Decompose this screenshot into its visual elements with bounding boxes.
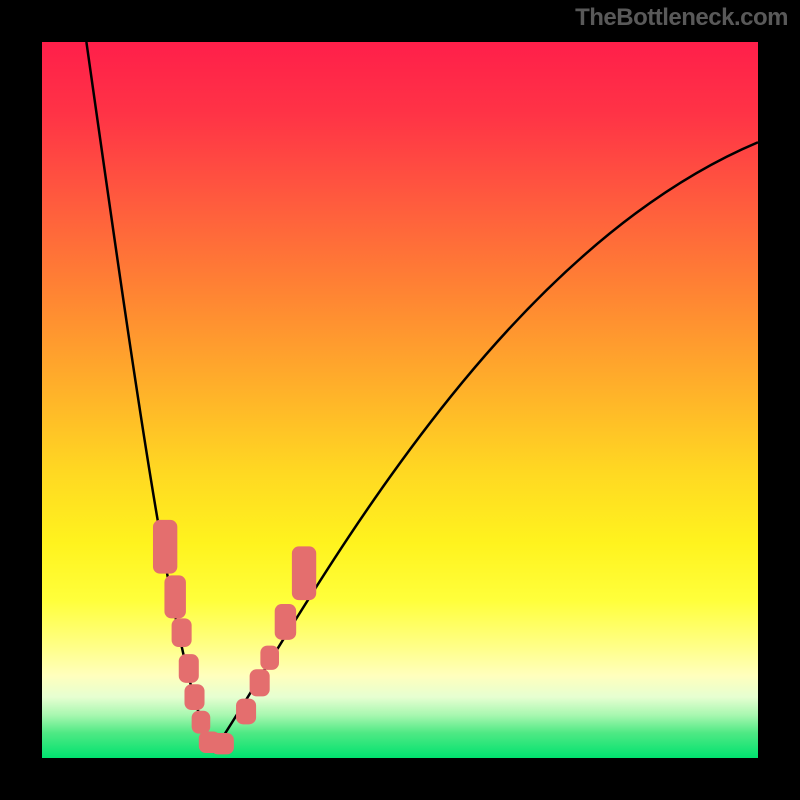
curve-marker	[179, 654, 199, 683]
curve-marker	[172, 618, 192, 647]
curve-marker	[292, 546, 316, 600]
curve-marker	[153, 520, 177, 574]
curve-marker	[275, 604, 296, 640]
curve-marker	[164, 575, 185, 618]
curve-marker	[184, 684, 204, 710]
curve-marker	[236, 699, 256, 725]
curve-marker	[211, 733, 234, 754]
curve-marker	[192, 711, 211, 734]
watermark-text: TheBottleneck.com	[575, 4, 788, 32]
chart-background	[42, 42, 758, 758]
bottleneck-chart	[0, 0, 800, 800]
curve-marker	[250, 669, 270, 696]
curve-marker	[260, 646, 279, 670]
